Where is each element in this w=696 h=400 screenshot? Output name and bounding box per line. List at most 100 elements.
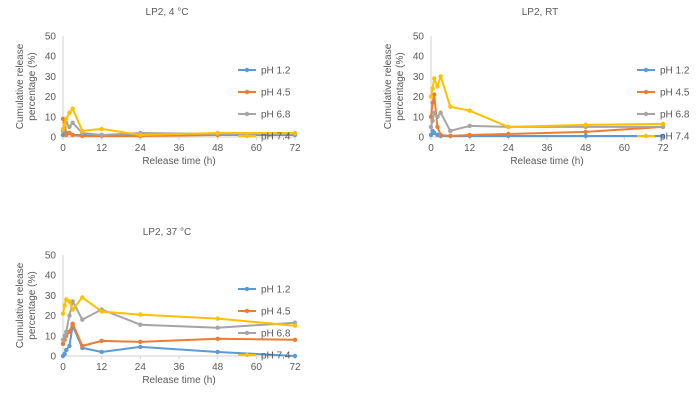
data-point xyxy=(430,100,435,105)
data-point xyxy=(583,133,588,139)
data-point xyxy=(292,320,298,325)
x-tick-label: 48 xyxy=(212,143,224,154)
data-point xyxy=(60,116,66,122)
data-point xyxy=(428,94,434,99)
chart-title: LP2, RT xyxy=(522,7,559,18)
y-tick-label: 50 xyxy=(45,32,57,43)
x-tick-label: 60 xyxy=(619,143,631,154)
y-tick-label: 20 xyxy=(45,92,57,103)
chart-title: LP2, 4 °C xyxy=(146,7,189,18)
data-point xyxy=(99,338,104,344)
data-point xyxy=(80,133,85,139)
data-point xyxy=(64,297,69,302)
data-point xyxy=(428,132,434,138)
y-tick-label: 50 xyxy=(45,251,57,262)
data-point xyxy=(70,321,75,326)
series-line xyxy=(430,93,664,137)
data-point xyxy=(64,116,69,122)
y-tick-label: 20 xyxy=(45,311,57,322)
x-tick-label: 24 xyxy=(135,362,147,373)
data-point xyxy=(432,92,437,97)
data-point xyxy=(448,104,453,109)
data-point xyxy=(467,108,472,113)
data-point xyxy=(506,131,511,137)
data-point xyxy=(432,130,437,136)
legend-entry: pH 1.2 xyxy=(261,285,291,296)
series-line xyxy=(430,75,664,128)
y-axis-label: Cumulative releasepercentage (%) xyxy=(383,43,406,129)
data-point xyxy=(467,132,472,138)
y-tick-label: 30 xyxy=(45,291,57,302)
legend-marker xyxy=(244,308,250,314)
data-point xyxy=(67,313,72,318)
chart-3: LP2, 37 °C 0 10 20 30 40 50 0 12 24 36 48 60 72 Releas… xyxy=(15,227,301,386)
data-point xyxy=(432,76,437,81)
data-point xyxy=(430,86,435,91)
data-point xyxy=(448,133,453,139)
data-point xyxy=(438,74,443,79)
x-tick-label: 36 xyxy=(173,143,185,154)
legend-entry: pH 6.8 xyxy=(261,110,291,121)
x-tick-label: 24 xyxy=(503,143,515,154)
data-point xyxy=(138,132,143,138)
data-point xyxy=(64,132,69,138)
data-point xyxy=(292,130,298,136)
chart-title: LP2, 37 °C xyxy=(143,227,191,238)
x-tick-label: 72 xyxy=(289,362,301,373)
data-point xyxy=(67,110,72,115)
legend-entry: pH 4.5 xyxy=(660,88,690,99)
x-tick-label: 12 xyxy=(464,143,476,154)
data-point xyxy=(67,299,72,304)
y-tick-label: 0 xyxy=(418,133,424,144)
data-point xyxy=(292,337,298,343)
chart-1: LP2, 4 °C 0 10 20 30 40 50 0 12 24 36 48 60 72 Release… xyxy=(15,7,301,167)
data-point xyxy=(138,322,143,327)
data-point xyxy=(67,124,72,130)
data-point xyxy=(583,129,588,135)
data-point xyxy=(80,295,85,300)
data-point xyxy=(99,349,104,355)
data-point xyxy=(438,132,443,138)
data-point xyxy=(292,323,298,328)
data-point xyxy=(435,124,440,130)
data-point xyxy=(432,110,437,115)
x-tick-label: 72 xyxy=(657,143,669,154)
data-point xyxy=(138,344,143,350)
chart-2: LP2, RT 0 10 20 30 40 50 0 12 24 36 48 60 72 Release t… xyxy=(383,7,690,167)
data-point xyxy=(215,325,220,330)
legend-entry: pH 6.8 xyxy=(261,329,291,340)
series-line xyxy=(62,296,296,327)
x-tick-label: 0 xyxy=(60,143,66,154)
legend-entry: pH 7.4 xyxy=(261,351,291,362)
legend-entry: pH 7.4 xyxy=(261,132,291,143)
data-point xyxy=(138,312,143,317)
data-point xyxy=(215,336,220,342)
x-axis-label: Release time (h) xyxy=(142,375,215,386)
x-tick-label: 0 xyxy=(60,362,66,373)
data-point xyxy=(60,126,66,132)
y-tick-label: 10 xyxy=(413,112,425,123)
data-point xyxy=(215,130,220,136)
data-point xyxy=(62,333,67,338)
y-tick-label: 30 xyxy=(413,72,425,83)
data-point xyxy=(428,124,434,130)
legend-marker xyxy=(244,89,250,95)
y-axis-label: Cumulative releasepercentage (%) xyxy=(15,43,38,129)
y-tick-label: 50 xyxy=(413,32,425,43)
x-tick-label: 36 xyxy=(173,362,185,373)
y-axis-label: Cumulative releasepercentage (%) xyxy=(15,262,38,348)
x-tick-label: 12 xyxy=(96,362,108,373)
legend-marker xyxy=(643,111,649,117)
data-point xyxy=(70,120,75,126)
y-tick-label: 30 xyxy=(45,72,57,83)
legend-entry: pH 4.5 xyxy=(261,88,291,99)
data-point xyxy=(660,124,666,130)
data-point xyxy=(62,351,67,357)
legend-marker xyxy=(244,133,250,139)
legend-entry: pH 1.2 xyxy=(261,66,291,77)
legend-marker xyxy=(643,133,649,139)
data-point xyxy=(583,122,588,128)
data-point xyxy=(67,329,72,334)
legend-entry: pH 7.4 xyxy=(660,132,690,143)
